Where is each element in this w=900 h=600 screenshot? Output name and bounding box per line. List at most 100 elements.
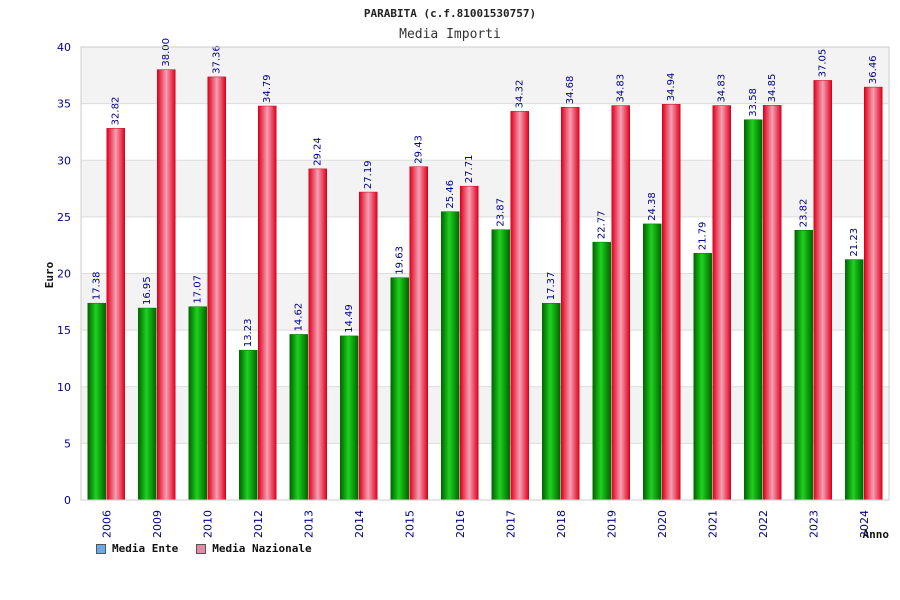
data-label: 34.68 — [565, 76, 576, 105]
x-tick-label: 2022 — [757, 510, 770, 538]
bar-media-nazionale — [258, 105, 277, 501]
data-label: 34.83 — [616, 74, 627, 103]
bar-media-nazionale — [763, 105, 782, 501]
y-tick-label: 20 — [57, 268, 71, 281]
data-label: 32.82 — [111, 97, 122, 126]
data-label: 37.05 — [818, 49, 829, 78]
legend-label-media-ente: Media Ente — [112, 542, 179, 555]
data-label: 19.63 — [395, 246, 406, 275]
bar-media-nazionale — [409, 166, 428, 501]
legend-swatch-media-nazionale — [196, 543, 207, 554]
bars — [87, 69, 883, 501]
bar-media-nazionale — [308, 168, 327, 501]
x-tick-label: 2006 — [100, 510, 113, 538]
data-label: 34.79 — [262, 74, 273, 103]
bar-media-ente — [845, 259, 864, 501]
bar-media-ente — [289, 334, 308, 501]
y-tick-label: 10 — [57, 381, 71, 394]
data-label: 24.38 — [647, 192, 658, 221]
bar-media-ente — [239, 349, 258, 501]
data-label: 25.46 — [445, 180, 456, 209]
data-label: 34.83 — [717, 74, 728, 103]
data-label: 29.24 — [313, 137, 324, 166]
x-tick-label: 2014 — [353, 510, 366, 538]
x-tick-label: 2023 — [807, 510, 820, 538]
bar-media-ente — [138, 307, 157, 501]
data-label: 36.46 — [868, 55, 879, 84]
legend-swatch-media-ente — [96, 543, 106, 554]
data-label: 21.79 — [698, 222, 709, 251]
data-label: 14.62 — [294, 303, 305, 332]
data-label: 37.36 — [212, 45, 223, 74]
x-tick-label: 2024 — [858, 510, 871, 538]
y-tick-label: 30 — [57, 154, 71, 167]
data-label: 13.23 — [243, 319, 254, 348]
x-tick-label: 2019 — [605, 510, 618, 538]
y-tick-label: 5 — [64, 437, 71, 450]
bar-media-nazionale — [712, 105, 731, 501]
y-tick-label: 25 — [57, 211, 71, 224]
data-label: 38.00 — [161, 38, 172, 67]
data-label: 17.07 — [193, 275, 204, 304]
data-label: 14.49 — [344, 304, 355, 333]
bar-media-nazionale — [864, 86, 883, 501]
x-tick-label: 2021 — [706, 510, 719, 538]
bar-media-nazionale — [359, 191, 378, 501]
x-tick-label: 2020 — [656, 510, 669, 538]
legend-label-media-nazionale: Media Nazionale — [212, 542, 312, 555]
chart-title: PARABITA (c.f.81001530757) — [364, 7, 536, 20]
x-axis-label: Anno — [863, 528, 890, 541]
chart-subtitle: Media Importi — [399, 27, 501, 42]
y-axis-label: Euro — [43, 261, 56, 288]
data-labels: 17.38 32.82 16.95 38.00 17.07 37.36 13.23 34.79… — [92, 38, 880, 347]
bar-media-nazionale — [813, 80, 832, 501]
bar-media-ente — [542, 303, 561, 501]
data-label: 23.87 — [496, 198, 507, 227]
data-label: 33.58 — [748, 88, 759, 117]
x-tick-label: 2013 — [302, 510, 315, 538]
data-label: 27.19 — [363, 160, 374, 189]
axes: 0 5 10 15 20 25 30 35 40 2006 2009 2010 2012 2013 2014… — [57, 41, 890, 538]
x-tick-label: 2018 — [555, 510, 568, 538]
bar-media-nazionale — [460, 185, 479, 501]
bar-media-nazionale — [207, 76, 226, 501]
y-tick-label: 15 — [57, 324, 71, 337]
bar-media-ente — [693, 252, 712, 501]
x-tick-label: 2010 — [201, 510, 214, 538]
bar-media-ente — [441, 211, 460, 501]
data-label: 27.71 — [464, 155, 475, 184]
data-label: 16.95 — [142, 276, 153, 305]
legend-item-media-nazionale: Media Nazionale — [196, 542, 312, 555]
data-label: 34.94 — [666, 73, 677, 102]
legend: Media Ente Media Nazionale — [96, 542, 312, 555]
bar-media-ente — [390, 277, 409, 501]
data-label: 34.32 — [515, 80, 526, 109]
bar-media-ente — [592, 241, 611, 501]
x-tick-label: 2017 — [504, 510, 517, 538]
y-tick-label: 35 — [57, 98, 71, 111]
bar-media-ente — [491, 229, 510, 501]
bar-media-ente — [744, 119, 763, 501]
data-label: 29.43 — [414, 135, 425, 164]
data-label: 17.38 — [92, 272, 103, 301]
data-label: 23.82 — [799, 199, 810, 228]
bar-media-nazionale — [106, 128, 125, 501]
y-tick-label: 40 — [57, 41, 71, 54]
x-tick-label: 2012 — [252, 510, 265, 538]
bar-media-nazionale — [561, 106, 580, 501]
bar-media-ente — [643, 223, 662, 501]
bar-media-nazionale — [662, 104, 681, 501]
data-label: 17.37 — [546, 272, 557, 301]
data-label: 34.85 — [767, 74, 778, 103]
bar-media-ente — [188, 306, 207, 501]
data-label: 22.77 — [597, 210, 608, 239]
legend-item-media-ente: Media Ente — [96, 542, 178, 555]
bar-media-ente — [794, 229, 813, 501]
x-tick-label: 2015 — [403, 510, 416, 538]
plot-frame — [80, 46, 890, 501]
x-tick-label: 2016 — [454, 510, 467, 538]
bar-media-ente — [87, 302, 106, 501]
bar-media-nazionale — [157, 69, 176, 501]
bar-media-nazionale — [510, 111, 529, 501]
